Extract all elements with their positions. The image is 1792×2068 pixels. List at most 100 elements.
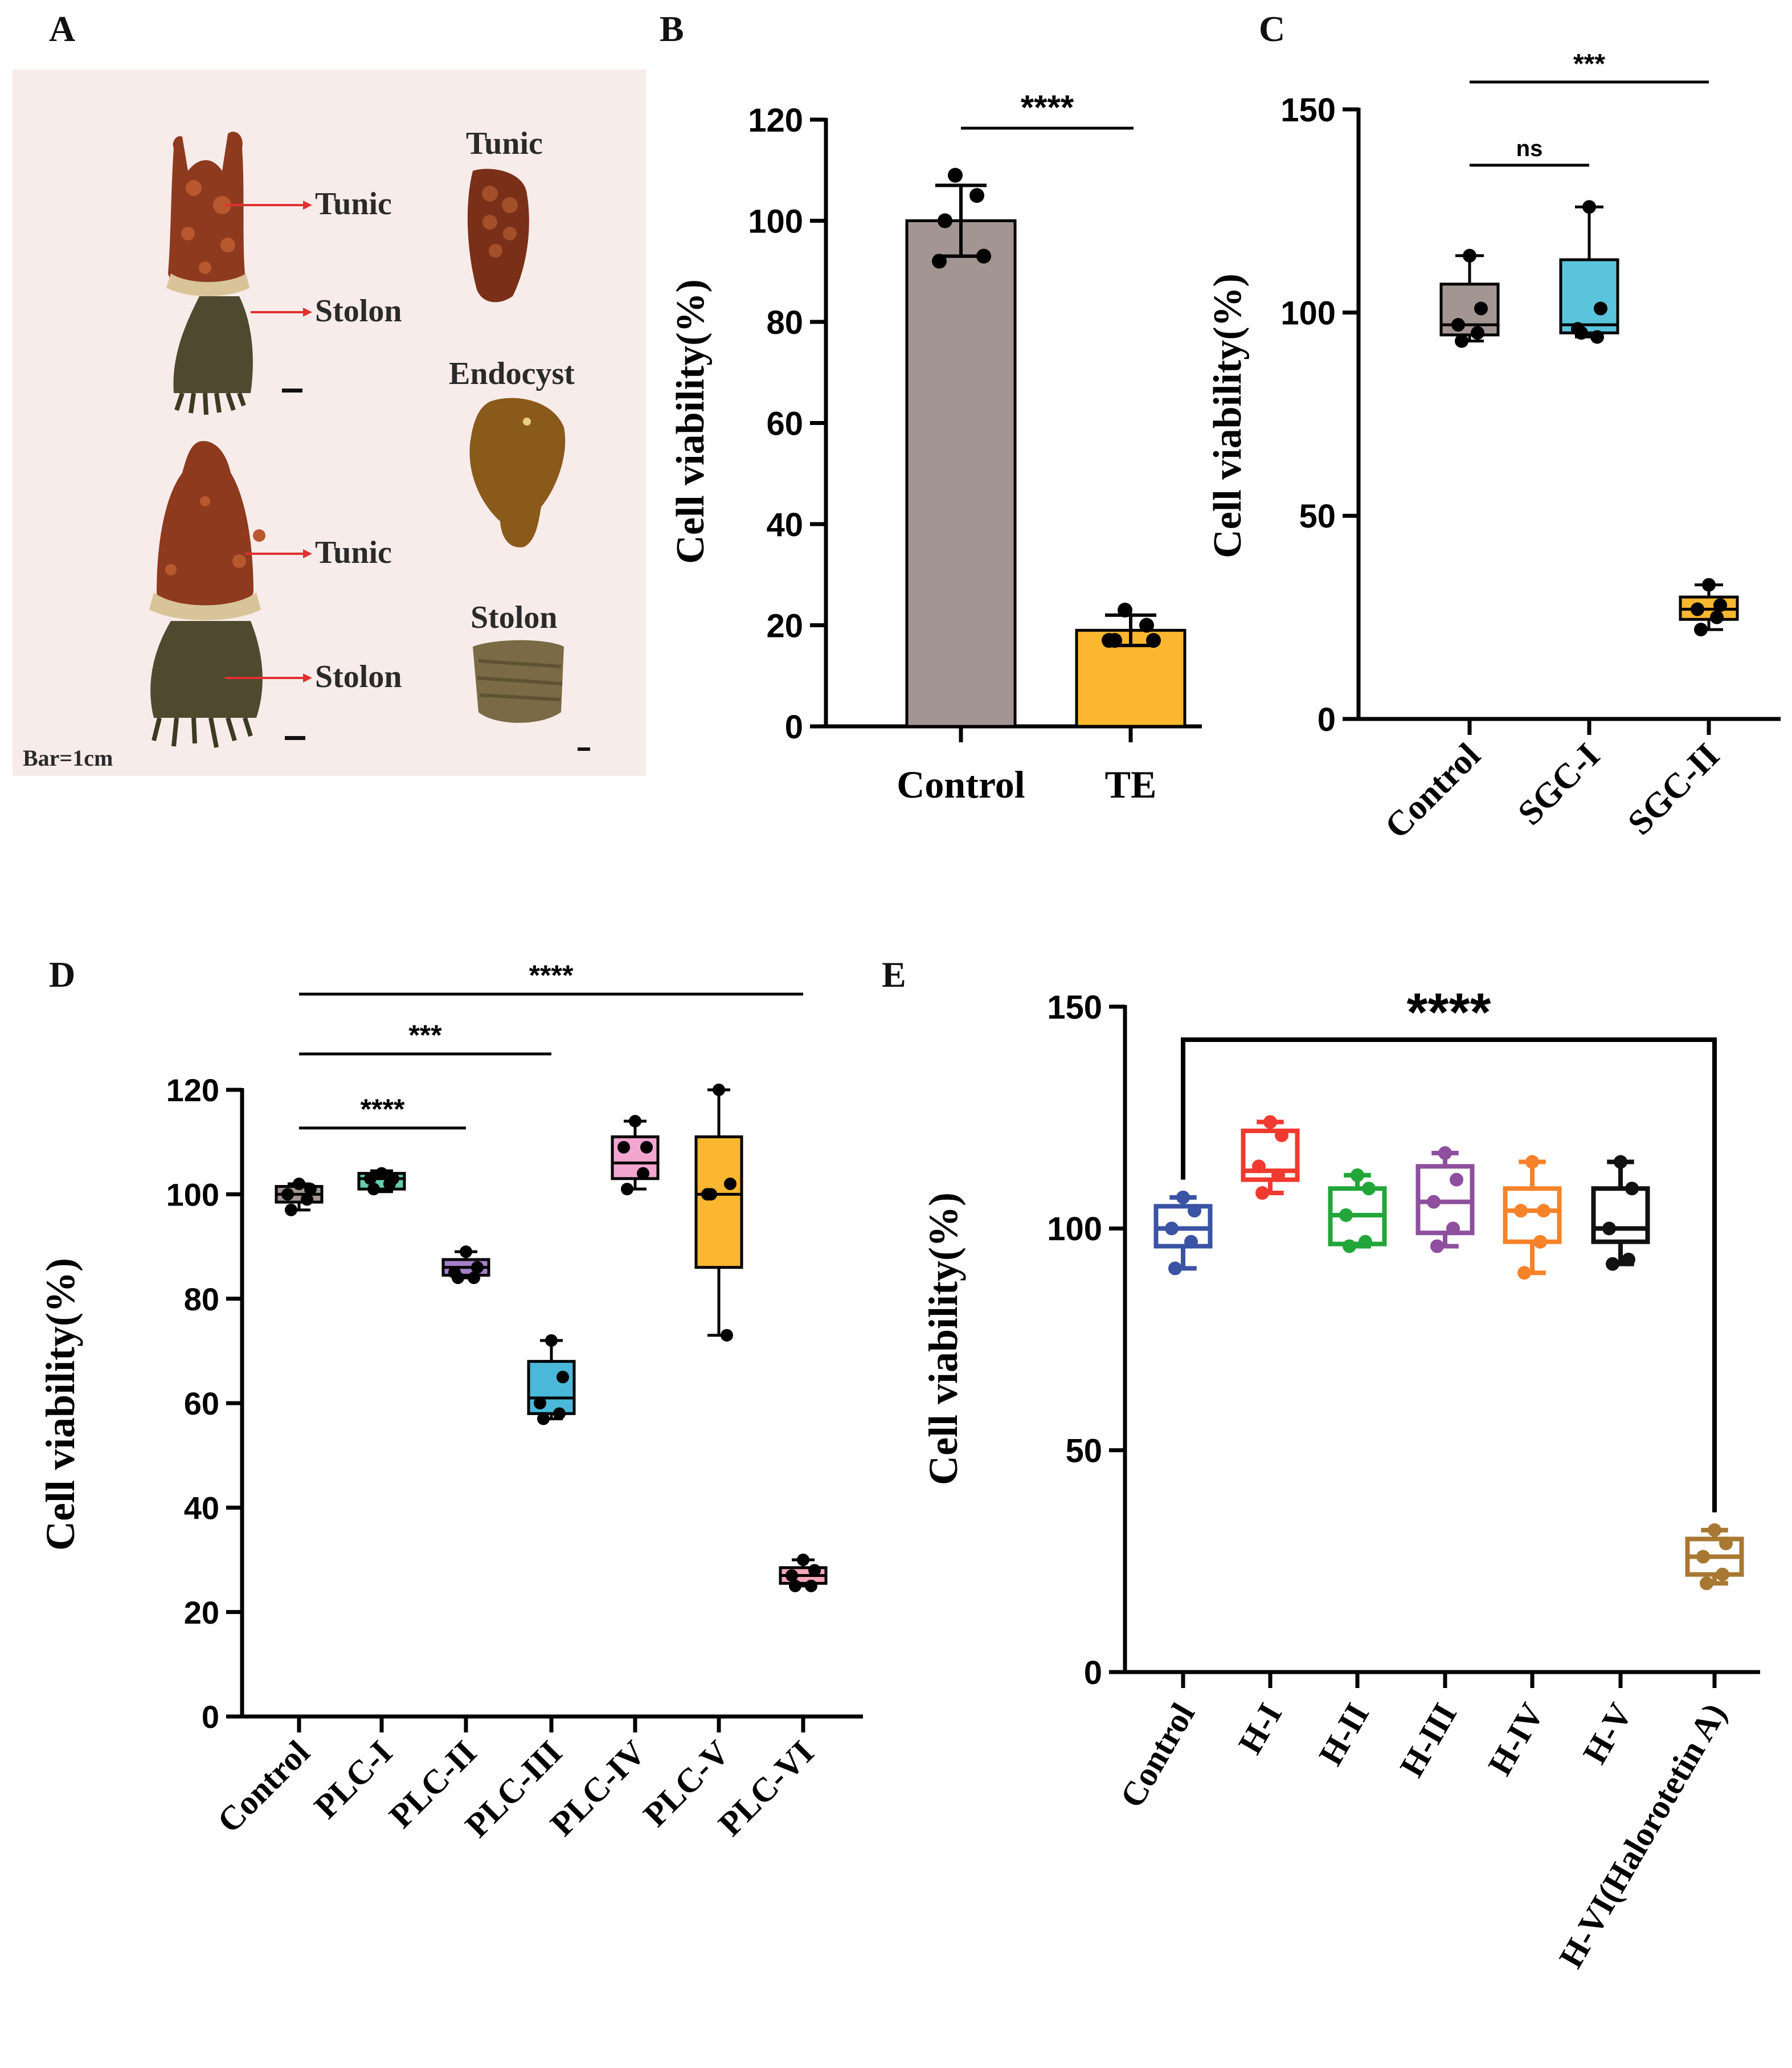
data-point xyxy=(1474,301,1488,316)
data-point xyxy=(1622,1252,1635,1266)
data-point xyxy=(1537,1204,1550,1218)
data-point xyxy=(1451,318,1465,332)
y-tick-label: 0 xyxy=(202,1699,219,1735)
data-point xyxy=(1146,633,1161,648)
y-tick-label: 100 xyxy=(1047,1211,1102,1248)
tunic-rim-top xyxy=(166,273,249,296)
significance-label: **** xyxy=(1021,88,1074,126)
panel-letter-e: E xyxy=(882,954,906,995)
box xyxy=(1503,1186,1562,1244)
data-point xyxy=(1351,1168,1364,1182)
box xyxy=(1591,1186,1650,1244)
data-point xyxy=(375,1167,388,1180)
data-point xyxy=(808,1564,821,1577)
data-point xyxy=(705,1188,717,1201)
y-axis-title: Cell viability(%) xyxy=(920,1192,966,1485)
panel-a-photo: Tunic Stolon Tunic Endocyst Tunic Stolon… xyxy=(13,70,646,776)
significance-label: **** xyxy=(529,959,574,991)
box xyxy=(694,1135,743,1269)
data-point xyxy=(969,188,984,203)
data-point xyxy=(805,1579,817,1592)
y-axis-title: Cell viability(%) xyxy=(1206,273,1250,558)
label-tunic-bottom: Tunic xyxy=(315,535,392,570)
data-point xyxy=(304,1183,317,1196)
y-tick-label: 150 xyxy=(1280,92,1336,129)
y-axis-title: Cell viability(%) xyxy=(669,279,713,564)
data-point xyxy=(797,1554,809,1566)
label-scale-bar: Bar=1cm xyxy=(23,745,113,771)
label-tunic-piece: Tunic xyxy=(466,126,543,161)
y-tick-label: 50 xyxy=(1299,498,1336,535)
data-point xyxy=(1188,1204,1201,1218)
data-point xyxy=(537,1412,550,1425)
tunic-rim-bottom xyxy=(149,592,261,620)
data-point xyxy=(1625,1182,1639,1196)
data-point xyxy=(460,1245,472,1258)
data-point xyxy=(1602,1221,1616,1236)
specimen-bottom xyxy=(149,441,305,748)
data-point xyxy=(1606,1257,1619,1271)
data-point xyxy=(1438,1146,1452,1160)
data-point xyxy=(281,1188,294,1201)
significance-label: *** xyxy=(408,1019,442,1051)
data-point xyxy=(1339,1208,1353,1222)
y-axis-title: Cell viability(%) xyxy=(38,1258,83,1551)
data-point xyxy=(1696,1550,1710,1564)
significance-label: **** xyxy=(1407,982,1491,1043)
y-tick-label: 60 xyxy=(184,1386,219,1421)
data-point xyxy=(553,1407,566,1420)
panel-letter-c: C xyxy=(1259,9,1285,49)
data-point xyxy=(1702,578,1716,592)
tunic-bottom xyxy=(157,441,253,618)
data-point xyxy=(1710,610,1724,624)
significance-label: **** xyxy=(361,1093,405,1125)
box xyxy=(1439,283,1500,337)
box xyxy=(1559,258,1619,334)
panel-letter-b: B xyxy=(660,9,684,49)
data-point xyxy=(1691,602,1704,616)
data-point xyxy=(1514,1204,1528,1218)
data-point xyxy=(724,1178,737,1190)
label-tunic-top: Tunic xyxy=(315,186,392,222)
specimen-top xyxy=(166,132,302,415)
data-point xyxy=(617,1141,630,1154)
data-point xyxy=(1525,1155,1539,1169)
bar xyxy=(905,219,1017,728)
data-point xyxy=(1708,1523,1721,1537)
data-point xyxy=(1713,598,1727,612)
data-point xyxy=(1533,1235,1547,1249)
label-stolon-piece: Stolon xyxy=(470,600,558,635)
y-tick-label: 50 xyxy=(1065,1433,1102,1470)
y-tick-label: 80 xyxy=(766,304,803,341)
data-point xyxy=(721,1329,733,1342)
x-tick-label: Control xyxy=(897,763,1025,806)
data-point xyxy=(557,1371,569,1384)
chart-b: 0 20 40 60 80 100 120 Cell viability(%) Control T… xyxy=(669,88,1202,806)
significance-bracket xyxy=(1181,1037,1717,1513)
data-point xyxy=(1582,200,1596,214)
label-stolon-bottom: Stolon xyxy=(315,659,402,694)
box xyxy=(1241,1129,1300,1182)
data-point xyxy=(789,1579,801,1592)
data-point xyxy=(367,1183,380,1196)
data-point xyxy=(1255,1186,1269,1200)
data-point xyxy=(1574,326,1588,340)
data-point xyxy=(1362,1182,1376,1196)
label-endocyst: Endocyst xyxy=(449,356,575,391)
y-tick-label: 0 xyxy=(1318,701,1336,738)
panel-letter-a: A xyxy=(49,9,75,49)
data-point xyxy=(1275,1128,1288,1142)
y-tick-label: 20 xyxy=(766,607,803,644)
data-point xyxy=(364,1172,377,1185)
stolon-top xyxy=(173,296,253,393)
data-point xyxy=(1139,618,1154,633)
data-point xyxy=(1517,1266,1531,1280)
data-point xyxy=(293,1178,305,1190)
data-point xyxy=(932,254,947,269)
y-tick-label: 40 xyxy=(766,506,803,543)
data-point xyxy=(1118,602,1132,618)
label-stolon-top: Stolon xyxy=(315,293,402,329)
data-point xyxy=(1450,1172,1463,1187)
data-point xyxy=(1252,1159,1266,1174)
